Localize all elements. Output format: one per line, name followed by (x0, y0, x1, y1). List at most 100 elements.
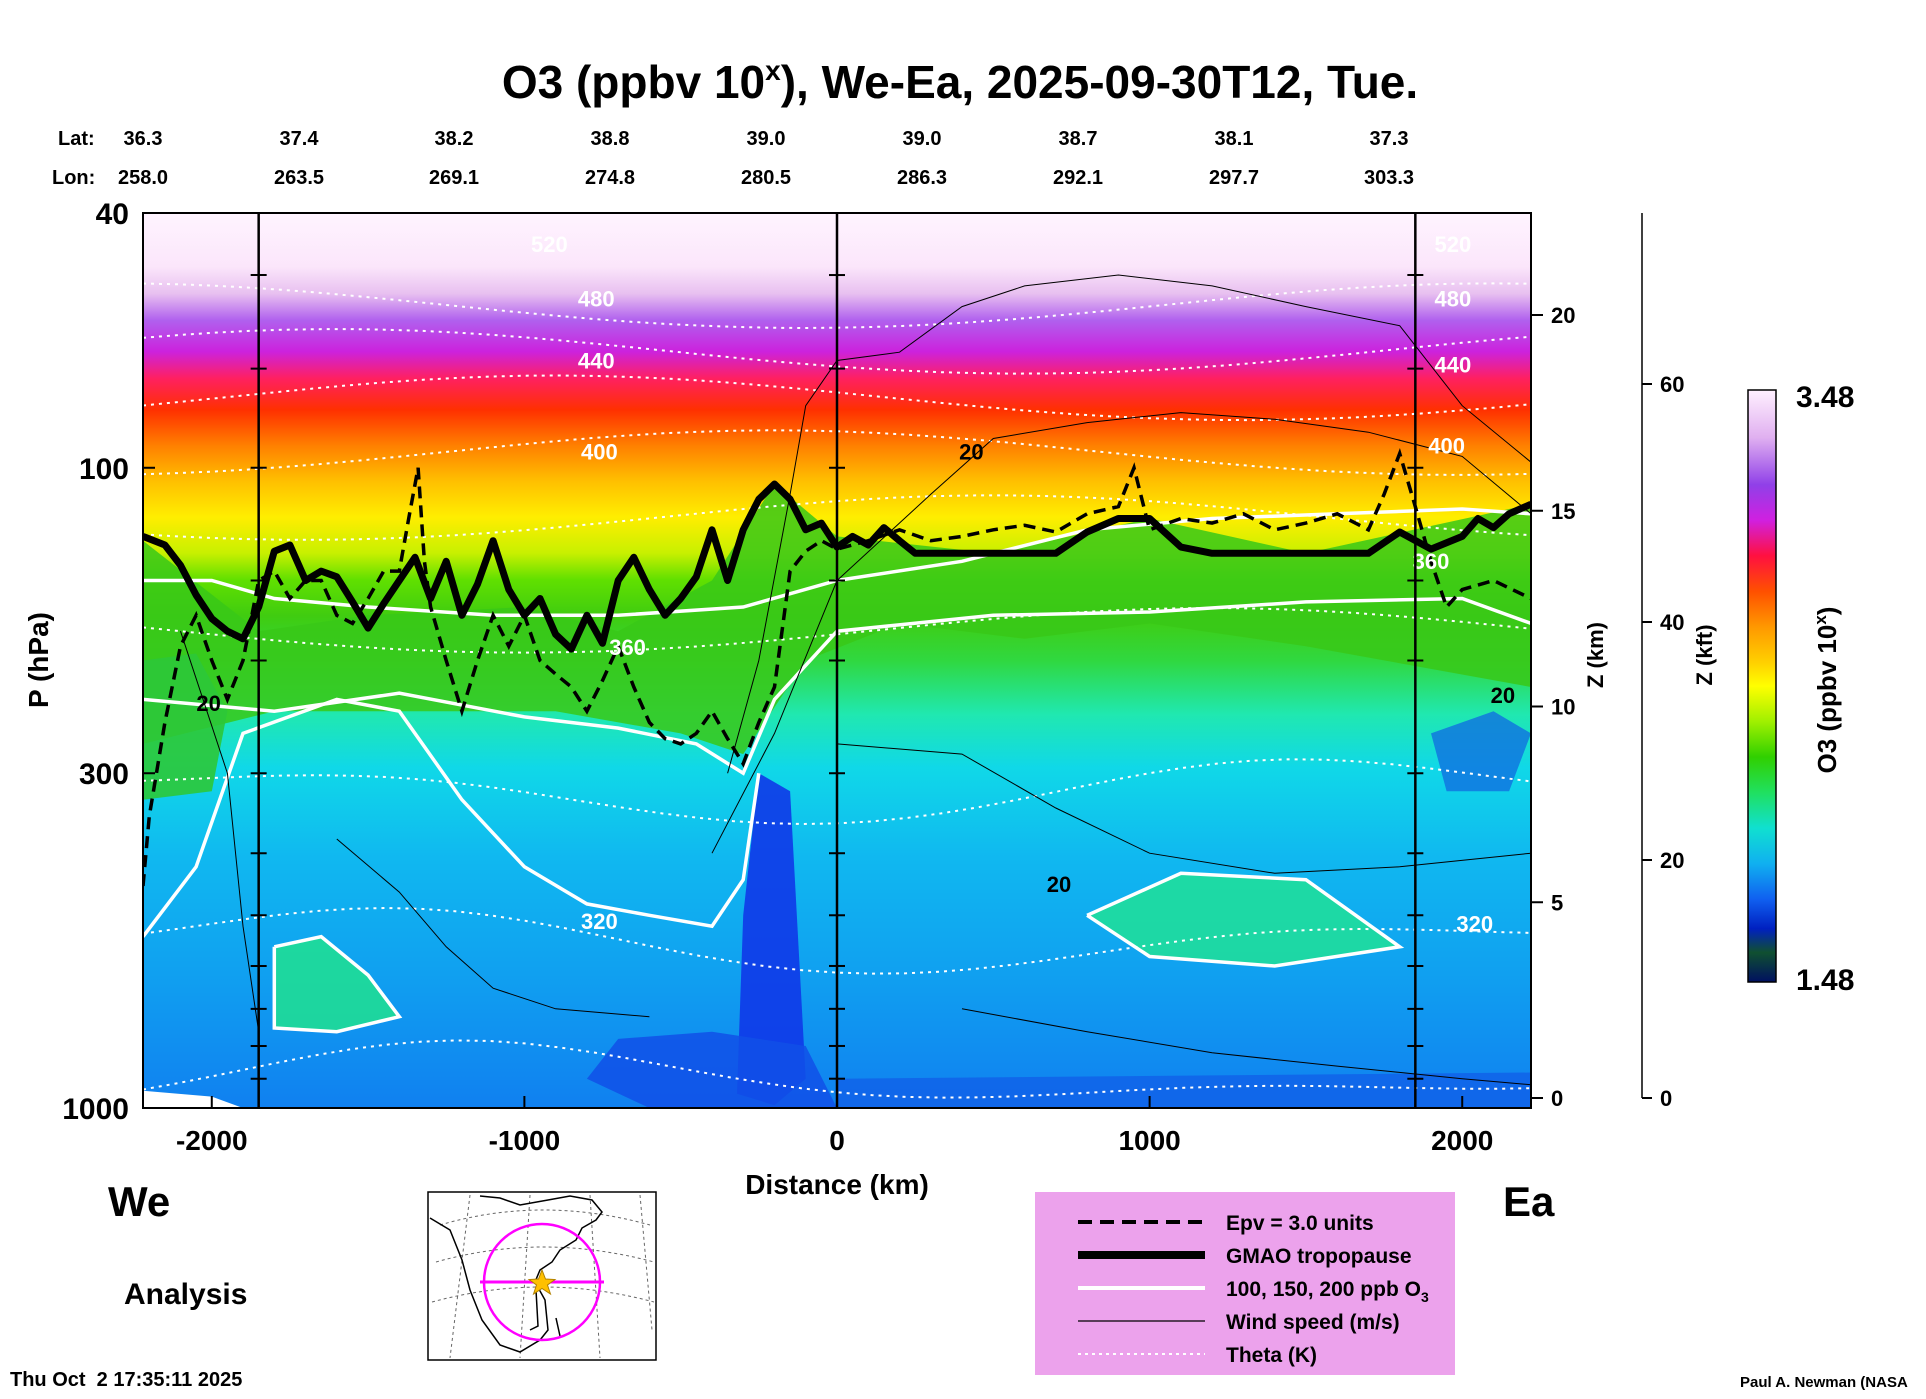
wind-speed-line (727, 274, 1531, 774)
wind-speed-line (836, 743, 1531, 874)
z-kft-tick-label: 0 (1660, 1086, 1672, 1111)
east-green-patch (1087, 873, 1400, 966)
west-label: We (108, 1178, 170, 1225)
lon-value: 297.7 (1209, 167, 1259, 189)
boundary-blue-layer (837, 1072, 1531, 1108)
z-km-axis: 0 5 10 15 20 (1530, 213, 1575, 1111)
wind-speed-line (336, 838, 650, 1018)
lon-value: 286.3 (897, 167, 947, 189)
east-label: Ea (1503, 1178, 1555, 1225)
wind-speed-label: 20 (1047, 872, 1071, 897)
ozone-100-loop-east (1086, 871, 1405, 968)
ozone-100-loop (272, 934, 403, 1034)
y-axis: 40 100 300 1000 (62, 198, 155, 1126)
theta-label: 400 (581, 439, 618, 464)
lon-value: 274.8 (585, 167, 635, 189)
lat-value: 38.8 (591, 128, 630, 150)
ozone-150-contour (143, 596, 1531, 776)
plot-area: 520 480 440 400 360 320 520 480 440 400 360 320 20 20… (142, 212, 1532, 1109)
lon-value: 269.1 (429, 167, 479, 189)
lat-value: 37.4 (280, 128, 320, 150)
wind-speed-label: 20 (959, 439, 983, 464)
colorbar-label: O3 (ppbv 10x) (1811, 607, 1842, 774)
x-tick-label: 0 (829, 1125, 845, 1156)
lat-value: 39.0 (903, 128, 942, 150)
theta-label: 520 (531, 232, 568, 257)
tropopause-line (143, 480, 1531, 653)
center-star (527, 1268, 557, 1296)
colorbar-ramp (1747, 389, 1777, 983)
z-km-tick-label: 15 (1551, 499, 1575, 524)
lon-value: 292.1 (1053, 167, 1103, 189)
z-kft-tick-label: 40 (1660, 610, 1684, 635)
wind-speed-label: 20 (1491, 683, 1515, 708)
y-tick-label: 300 (79, 758, 129, 791)
lower-green-patch (274, 936, 400, 1032)
analysis-label: Analysis (124, 1278, 247, 1311)
lat-lon-header: 36.3 37.4 38.2 38.8 39.0 39.0 38.7 38.1 37.3 258.… (118, 128, 1414, 189)
legend-label: Wind speed (m/s) (1226, 1311, 1400, 1334)
legend-label: GMAO tropopause (1226, 1245, 1412, 1268)
timestamp: Thu Oct 2 17:35:11 2025 (10, 1369, 242, 1391)
theta-line (143, 374, 1531, 422)
theta-label: 480 (1434, 287, 1471, 312)
lat-label: Lat: (58, 128, 95, 150)
theta-label: 360 (609, 635, 646, 660)
low-blue-region (586, 1031, 837, 1108)
z-kft-axis: 0 20 40 60 (1641, 213, 1684, 1111)
location-minimap (427, 1191, 657, 1361)
legend: Epv = 3.0 units GMAO tropopause 100, 150, … (1035, 1192, 1455, 1375)
legend-label: Epv = 3.0 units (1226, 1212, 1374, 1235)
lat-value: 39.0 (747, 128, 786, 150)
lon-value: 263.5 (274, 167, 324, 189)
epv-line (143, 448, 1531, 887)
theta-label: 320 (581, 909, 618, 934)
lat-value: 38.2 (435, 128, 474, 150)
x-axis: -2000 -1000 0 1000 2000 (176, 1096, 1493, 1156)
theta-label: 440 (1434, 353, 1471, 378)
theta-line (143, 906, 1531, 975)
wind-speed-line (961, 1008, 1531, 1086)
lat-value: 36.3 (124, 128, 163, 150)
wind-speed-line (711, 412, 1531, 854)
colorbar-max: 3.48 (1796, 381, 1854, 414)
x-tick-label: -1000 (489, 1125, 561, 1156)
lat-value: 37.3 (1370, 128, 1409, 150)
ozone-100-contour-west (143, 697, 761, 938)
wind-speed-line (180, 631, 260, 1032)
section-marker-lines (250, 213, 1424, 1109)
terrain-mask (143, 1090, 243, 1108)
x-tick-label: 1000 (1118, 1125, 1180, 1156)
z-km-label: Z (km) (1583, 622, 1608, 688)
legend-label: Theta (K) (1226, 1344, 1317, 1367)
y-tick-label: 40 (96, 198, 129, 231)
wind-speed-label: 20 (196, 691, 220, 716)
colorbar: 3.48 1.48 O3 (ppbv 10x) (1747, 381, 1854, 997)
lon-value: 303.3 (1364, 167, 1414, 189)
lon-value: 280.5 (741, 167, 791, 189)
chart-title: O3 (ppbv 10x), We-Ea, 2025-09-30T12, Tue… (502, 55, 1418, 108)
theta-line (143, 429, 1531, 476)
z-km-tick-label: 10 (1551, 695, 1575, 720)
y-axis-label: P (hPa) (23, 612, 54, 708)
y-tick-label: 100 (79, 453, 129, 486)
theta-label: 320 (1456, 911, 1493, 936)
theta-label: 520 (1434, 232, 1471, 257)
z-km-tick-label: 0 (1551, 1086, 1563, 1111)
x-tick-label: -2000 (176, 1125, 248, 1156)
coastline (429, 1195, 603, 1353)
colorbar-min: 1.48 (1796, 964, 1854, 997)
theta-label: 440 (578, 349, 615, 374)
z-kft-tick-label: 20 (1660, 848, 1684, 873)
lon-label: Lon: (52, 167, 95, 189)
theta-label: 360 (1413, 549, 1450, 574)
z-km-tick-label: 20 (1551, 303, 1575, 328)
lat-value: 38.1 (1215, 128, 1254, 150)
x-tick-label: 2000 (1431, 1125, 1493, 1156)
theta-label: 400 (1428, 434, 1465, 459)
theta-label: 480 (578, 287, 615, 312)
theta-line (143, 606, 1531, 654)
lon-value: 258.0 (118, 167, 168, 189)
z-kft-tick-label: 60 (1660, 372, 1684, 397)
credit: Paul A. Newman (NASA (1740, 1374, 1908, 1391)
